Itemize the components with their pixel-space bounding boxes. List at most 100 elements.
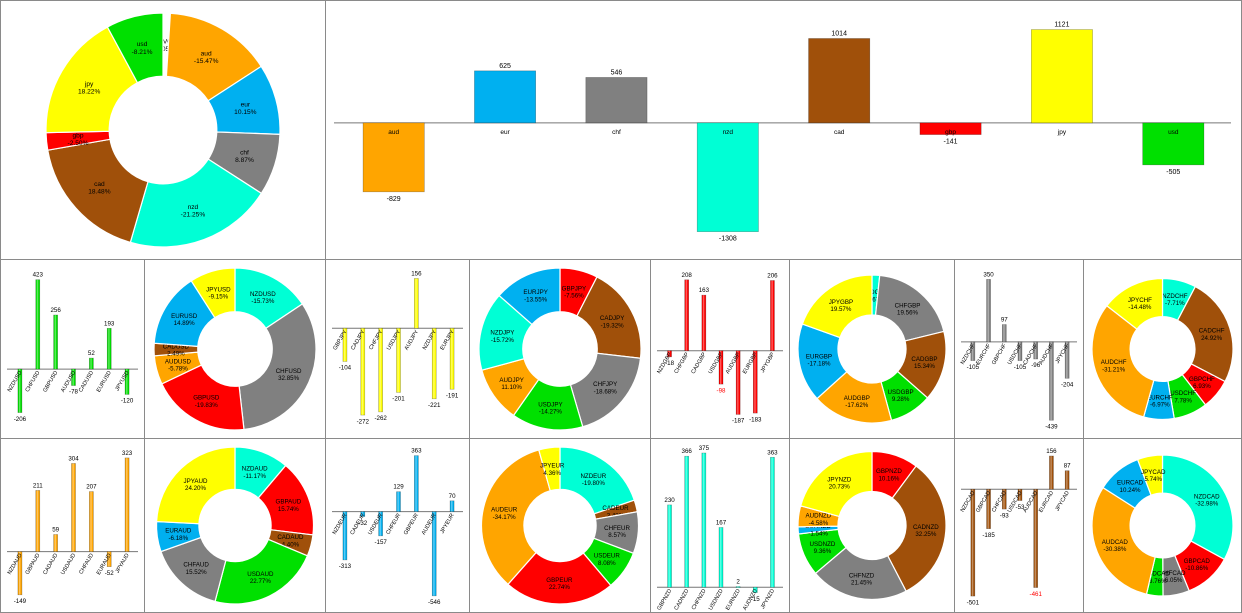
bar-value-chfusd: 423	[33, 272, 44, 279]
category-label-gbpnzd: GBPNZD	[656, 588, 673, 611]
bar-cadnzd	[684, 455, 690, 588]
bar-highlight	[433, 328, 435, 399]
bar-usdchf	[1017, 341, 1023, 361]
bar-value-gbpnzd: 230	[664, 497, 675, 504]
slice-value-eurchf: -6.97%	[1150, 402, 1170, 409]
bar-chfnzd	[701, 452, 707, 588]
slice-label-jpycad: JPYCAD	[1141, 469, 1166, 476]
slice-value-jpychf: -14.48%	[1128, 304, 1152, 311]
bar-highlight	[771, 280, 773, 351]
slice-value-jpyusd: -9.15%	[209, 293, 229, 300]
slice-label-jpychf: JPYCHF	[1128, 297, 1152, 304]
slice-value-cadjpy: -19.32%	[601, 322, 625, 329]
bar-nzd	[696, 122, 759, 232]
bar-highlight	[451, 328, 453, 390]
slice-label-eurjpy: EURJPY	[523, 289, 547, 296]
bar-highlight	[1003, 324, 1005, 342]
bar-value-audchf: -439	[1045, 423, 1058, 430]
bar-value-jpyeur: 70	[449, 493, 456, 500]
bar-highlight	[415, 278, 417, 329]
bar-highlight	[397, 328, 399, 393]
bar-highlight	[126, 369, 128, 395]
category-label-nzd: nzd	[723, 129, 734, 136]
category-label-chfnzd: CHFNZD	[691, 588, 708, 611]
bar-highlight	[1050, 341, 1052, 421]
slice-value-chfaud: 15.52%	[186, 569, 207, 576]
bar-chfgbp	[684, 279, 690, 352]
nzd-donut-panel: GBPNZD 10.16% CADNZD 32.25% CHFNZD 21.45% USDN…	[789, 438, 955, 613]
slice-value-nzdjpy: -15.72%	[491, 337, 515, 344]
bar-chfeur	[396, 491, 401, 512]
bar-value-nzdchf: -105	[967, 364, 980, 371]
bar-value-usdgbp: -98	[717, 387, 727, 394]
bar-usdaud	[71, 463, 76, 552]
category-label-chfaud: CHFAUD	[78, 553, 95, 576]
slice-value-usdchf: 7.78%	[1174, 397, 1192, 404]
slice-value-nzdgbp: -1.67%	[865, 296, 885, 303]
main-bar-panel: -829 aud 625 eur 546 chf -1308 nzd 1014 cad -141 gb…	[325, 0, 1242, 260]
jpy-bar-panel: -104 GBPJPY -272 CADJPY -262 CHFJPY -201 USDJPY…	[325, 259, 470, 439]
slice-label-nzdgbp: NZDGBP	[862, 289, 888, 296]
slice-value-eur: 10.15%	[234, 109, 257, 116]
slice-value-audnzd: -4.58%	[809, 520, 829, 527]
bar-highlight	[1019, 489, 1021, 501]
bar-jpycad	[1064, 470, 1070, 490]
category-label-cadgbp: CADGBP	[691, 351, 708, 375]
slice-value-cad: 18.48%	[88, 189, 111, 196]
bar-euraud	[106, 551, 112, 567]
slice-label-usdnzd: USDNZD	[810, 541, 836, 548]
slice-label-euraud: EURAUD	[165, 528, 192, 535]
slice-label-cad: cad	[94, 181, 105, 188]
bar-value-aud: -829	[387, 196, 401, 203]
category-label-chfgbp: CHFGBP	[674, 351, 691, 374]
category-label-gbp: gbp	[945, 129, 956, 136]
cad-bar-panel: -501 NZDCAD -185 GBPCAD -93 CHFCAD -53 USDCAD -4…	[954, 438, 1084, 613]
slice-label-chfeur: CHFEUR	[604, 525, 630, 532]
bar-value-chfeur: 129	[393, 484, 404, 491]
category-label-cadaud: CADAUD	[42, 553, 59, 576]
slice-jpy	[45, 26, 139, 134]
slice-label-audeur: AUDEUR	[491, 507, 518, 514]
bar-value-usdcad: -53	[1016, 504, 1026, 511]
slice-label-nzdusd: NZDUSD	[250, 291, 276, 298]
bar-highlight	[737, 350, 739, 415]
bar-eurgbp	[752, 350, 758, 414]
slice-label-chfcad: CHFCAD	[1160, 570, 1186, 577]
slice-label-eurgbp: EURGBP	[806, 353, 832, 360]
slice-value-chfgbp: 19.56%	[897, 310, 918, 317]
category-label-jpy: jpy	[1057, 129, 1067, 136]
category-label-chfeur: CHFEUR	[385, 513, 402, 536]
bar-value-chfcad: -93	[1000, 512, 1010, 519]
slice-value-gbpnzd: 10.16%	[878, 475, 899, 482]
bar-jpyusd	[124, 368, 130, 395]
category-label-audjpy: AUDJPY	[404, 329, 420, 351]
slice-label-cadusd: CADUSD	[163, 343, 190, 350]
bar-highlight	[737, 586, 739, 588]
bar-value-gbp: -141	[944, 139, 958, 146]
bar-highlight	[54, 314, 57, 370]
bar-highlight	[1019, 341, 1021, 361]
category-label-usdnzd: USDNZD	[708, 588, 725, 611]
slice-label-chfjpy: CHFJPY	[593, 381, 617, 388]
bar-jpychf	[1064, 341, 1070, 379]
bar-highlight	[702, 453, 705, 588]
bar-highlight	[685, 456, 688, 588]
bar-value-gbpusd: 256	[50, 307, 61, 314]
bar-value-chfjpy: -262	[374, 415, 387, 422]
bar-value-usdjpy: -201	[392, 396, 405, 403]
bar-gbpnzd	[667, 504, 672, 588]
slice-value-eurusd: 14.89%	[174, 320, 195, 327]
bar-audchf	[1049, 341, 1054, 421]
bar-audeur	[431, 511, 437, 597]
bar-highlight	[36, 279, 39, 370]
bar-audusd	[71, 368, 76, 386]
bar-highlight	[18, 369, 21, 413]
bar-value-jpy: 1121	[1054, 22, 1069, 29]
bar-value-cadjpy: -272	[357, 418, 370, 425]
slice-value-jpynzd: 20.73%	[829, 484, 850, 491]
category-label-eur: eur	[500, 129, 510, 136]
bar-highlight	[433, 511, 435, 596]
bar-value-jpycad: 87	[1064, 463, 1071, 470]
usd-bar-panel: -206 NZDUSD 423 CHFUSD 256 GBPUSD -78 AUDUSD 52 C…	[0, 259, 145, 439]
category-label-eurusd: EURUSD	[96, 370, 113, 393]
